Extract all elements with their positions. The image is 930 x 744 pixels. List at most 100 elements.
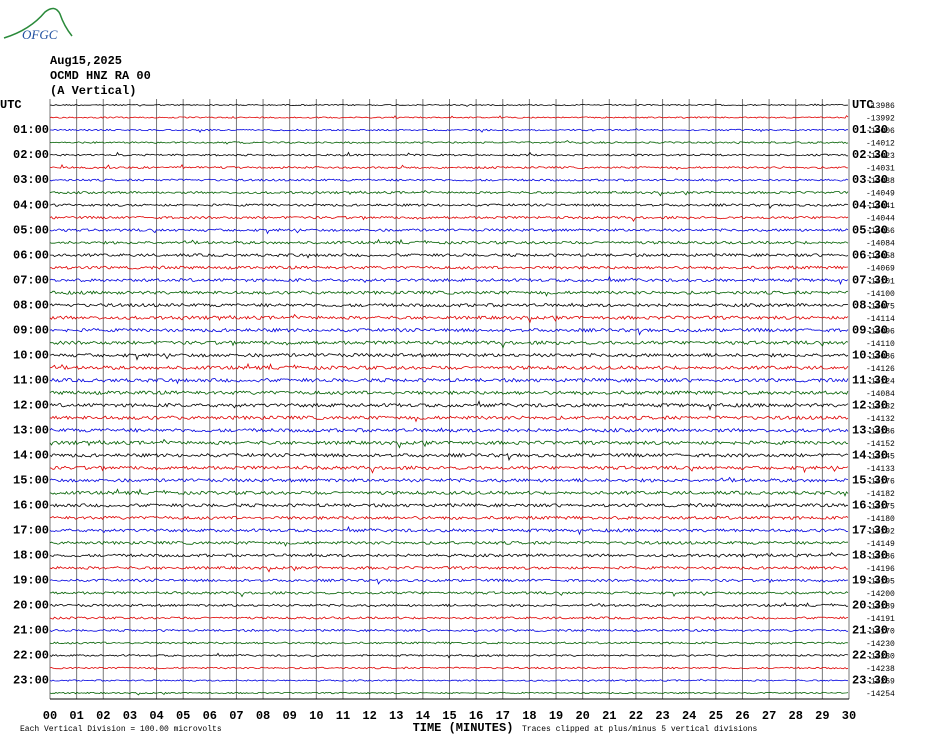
row-offset: -14191 (866, 615, 895, 624)
trace (49, 327, 849, 336)
x-tick-label: 19 (549, 709, 563, 723)
row-offset: -14044 (866, 215, 895, 224)
right-time-label: 11:30 (852, 373, 888, 387)
row-offset: -14145 (866, 452, 895, 461)
trace (49, 238, 849, 245)
row-offset: -14176 (866, 477, 895, 486)
right-time-label: 05:30 (852, 223, 888, 237)
x-tick-label: 15 (442, 709, 456, 723)
left-time-label: 09:00 (13, 323, 49, 337)
row-offset: -14132 (866, 415, 895, 424)
trace (49, 628, 849, 633)
x-tick-label: 11 (336, 709, 350, 723)
row-offset: -14041 (866, 202, 895, 211)
row-offset: -14186 (866, 427, 895, 436)
row-offset: -14023 (866, 152, 895, 161)
x-tick-label: 01 (69, 709, 83, 723)
row-offset: -13992 (866, 115, 895, 124)
trace (49, 691, 849, 696)
right-time-label: 03:30 (852, 173, 888, 187)
row-offset: -14075 (866, 302, 895, 311)
trace (49, 103, 849, 107)
right-time-label: UTC (852, 98, 874, 112)
trace (49, 578, 848, 585)
row-offset: -14058 (866, 252, 895, 261)
x-tick-label: 26 (735, 709, 749, 723)
row-offset: -14012 (866, 140, 895, 149)
component: (A Vertical) (50, 84, 136, 98)
trace (49, 362, 849, 371)
left-time-label: 22:00 (13, 649, 49, 663)
right-time-label: 16:30 (852, 499, 888, 513)
logo: OFGC (3, 7, 73, 42)
x-tick-label: 20 (575, 709, 589, 723)
trace (50, 128, 849, 133)
row-offset: -14101 (866, 277, 895, 286)
row-offset: -14196 (866, 565, 895, 574)
trace (49, 678, 849, 683)
left-time-label: 08:00 (13, 298, 49, 312)
trace (49, 302, 849, 308)
x-tick-label: 00 (43, 709, 57, 723)
left-time-label: 01:00 (13, 123, 49, 137)
left-time-label: 06:00 (13, 248, 49, 262)
row-offset: -14200 (866, 590, 895, 599)
row-offset: -14132 (866, 402, 895, 411)
trace (49, 427, 849, 433)
x-tick-label: 18 (522, 709, 536, 723)
x-tick-label: 17 (496, 709, 510, 723)
trace (49, 438, 849, 449)
row-offset: -14124 (866, 377, 895, 386)
trace (49, 488, 849, 497)
x-tick-label: 09 (282, 709, 296, 723)
left-time-label: 12:00 (13, 398, 49, 412)
station: OCMD HNZ RA 00 (50, 69, 151, 83)
left-time-label: 10:00 (13, 348, 49, 362)
x-tick-label: 14 (416, 709, 430, 723)
trace (49, 602, 849, 608)
trace (49, 565, 849, 573)
right-time-label: 14:30 (852, 448, 888, 462)
trace (49, 616, 849, 621)
trace (49, 525, 848, 536)
row-offset: -14084 (866, 390, 895, 399)
date: Aug15,2025 (50, 54, 122, 68)
left-time-label: 20:00 (13, 599, 49, 613)
row-offset: -14152 (866, 440, 895, 449)
row-offset: -14192 (866, 527, 895, 536)
trace (49, 540, 849, 547)
row-offset: -14254 (866, 690, 895, 699)
right-time-label: 22:30 (852, 649, 888, 663)
x-tick-label: 03 (123, 709, 137, 723)
division-note: Each Vertical Division = 100.00 microvol… (20, 725, 222, 734)
trace (49, 352, 849, 361)
row-offset: -14230 (866, 640, 895, 649)
right-time-label: 23:30 (852, 674, 888, 688)
row-offset: -14186 (866, 552, 895, 561)
trace (49, 215, 849, 223)
left-time-label: 16:00 (13, 499, 49, 513)
left-time-label: 13:00 (13, 423, 49, 437)
trace (49, 502, 849, 508)
x-tick-label: 16 (469, 709, 483, 723)
trace (49, 115, 849, 119)
left-time-label: 15:00 (13, 473, 49, 487)
row-offset: -14133 (866, 465, 895, 474)
right-time-label: 09:30 (852, 323, 888, 337)
row-offset: -14084 (866, 240, 895, 249)
trace (49, 465, 849, 474)
clip-note: Traces clipped at plus/minus 5 vertical … (522, 725, 757, 734)
logo-text: OFGC (22, 27, 58, 42)
right-time-label: 01:30 (852, 123, 888, 137)
row-offset: -14170 (866, 628, 895, 637)
trace (49, 265, 849, 270)
left-time-label: 07:00 (13, 273, 49, 287)
right-time-label: 15:30 (852, 473, 888, 487)
row-offset: -14230 (866, 653, 895, 662)
row-offset: -14175 (866, 502, 895, 511)
x-tick-label: 29 (815, 709, 829, 723)
row-offset: -14066 (866, 227, 895, 236)
row-offset: -14110 (866, 340, 895, 349)
x-tick-label: 10 (309, 709, 323, 723)
